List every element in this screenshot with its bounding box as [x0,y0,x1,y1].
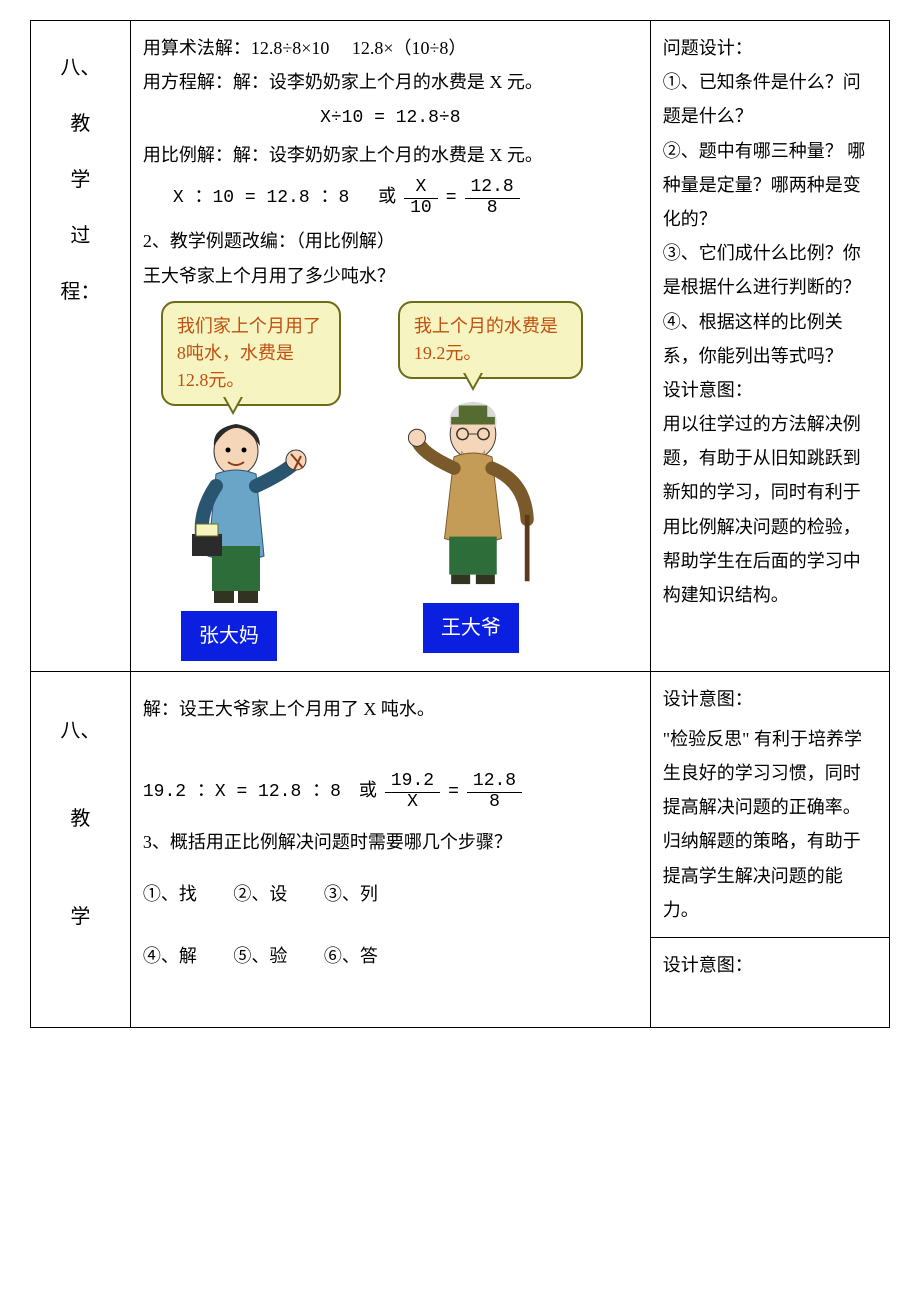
bubble-tail [223,393,243,411]
numerator: 12.8 [467,772,522,793]
equals: = [448,775,459,809]
label-char: 学 [43,161,118,199]
equation-line: X ：10 = 12.8 ：8 或 X 10 = 12.8 8 [143,178,638,219]
content-cell: 用算术法解：12.8÷8×10 12.8×（10÷8） 用方程解：解：设李奶奶家… [130,21,650,672]
step: ④、解 [143,939,197,973]
section-label-cell: 八、 教 学 [31,671,131,1027]
illustration-scene: 我们家上个月用了8吨水，水费是12.8元。 我上个月的水费是19.2元。 [143,301,623,661]
equation: X÷10 = 12.8÷8 [143,101,638,135]
ratio-text: X ：10 = 12.8 ：8 或 [173,181,396,215]
notes-heading: 设计意图： [663,682,877,716]
denominator: 10 [404,199,438,219]
notes-line: ②、题中有哪三种量？ 哪种量是定量？哪两种是变化的？ [663,134,877,237]
notes-heading: 问题设计： [663,31,877,65]
notes-line: ①、已知条件是什么？问题是什么？ [663,65,877,133]
text-line: 用算术法解：12.8÷8×10 12.8×（10÷8） [143,31,638,65]
denominator: X [385,793,440,813]
speech-bubble: 我们家上个月用了8吨水，水费是12.8元。 [161,301,341,406]
step: ⑤、验 [233,939,287,973]
text-line: 2、教学例题改编：（用比例解） [143,224,638,258]
fraction: 12.8 8 [465,178,520,219]
person-wang-icon [403,396,543,597]
person-zhang-icon [173,416,313,617]
speech-bubble: 我上个月的水费是19.2元。 [398,301,583,379]
bubble-tail [463,369,483,387]
label-char: 程： [43,273,118,311]
fraction: 12.8 8 [467,772,522,813]
fraction: 19.2 X [385,772,440,813]
step: ①、找 [143,877,197,911]
label-char: 教 [43,105,118,143]
notes-line: ③、它们成什么比例？你是根据什么进行判断的？ [663,236,877,304]
step: ⑥、答 [324,939,378,973]
step: ②、设 [233,877,287,911]
table-row: 八、 教 学 解：设王大爷家上个月用了 X 吨水。 19.2 ：X = 12.8… [31,671,890,937]
denominator: 8 [465,199,520,219]
lesson-table: 八、 教 学 过 程： 用算术法解：12.8÷8×10 12.8×（10÷8） … [30,20,890,1028]
label-char: 八、 [43,49,118,87]
fraction: X 10 [404,178,438,219]
label-char: 过 [43,217,118,255]
text-line: 解：设王大爷家上个月用了 X 吨水。 [143,692,638,726]
text-line: 王大爷家上个月用了多少吨水？ [143,259,638,293]
label-char: 八、 [43,712,118,750]
text-line: 用比例解：解：设李奶奶家上个月的水费是 X 元。 [143,138,638,172]
notes-cell: 问题设计： ①、已知条件是什么？问题是什么？ ②、题中有哪三种量？ 哪种量是定量… [650,21,889,672]
content-cell: 解：设王大爷家上个月用了 X 吨水。 19.2 ：X = 12.8 ：8 或 1… [130,671,650,1027]
name-tag: 张大妈 [181,611,277,661]
step: ③、列 [324,877,378,911]
notes-heading: 设计意图： [663,373,877,407]
equation-line: 19.2 ：X = 12.8 ：8 或 19.2 X = 12.8 8 [143,772,638,813]
notes-heading: 设计意图： [663,948,877,982]
notes-cell: 设计意图： "检验反思" 有利于培养学生良好的学习习惯，同时提高解决问题的正确率… [650,671,889,937]
numerator: 12.8 [465,178,520,199]
text-line: 用方程解：解：设李奶奶家上个月的水费是 X 元。 [143,65,638,99]
text-line: 3、概括用正比例解决问题时需要哪几个步骤？ [143,825,638,859]
steps-row: ①、找 ②、设 ③、列 [143,877,638,911]
steps-row: ④、解 ⑤、验 ⑥、答 [143,939,638,973]
section-label-cell: 八、 教 学 过 程： [31,21,131,672]
ratio-text: 19.2 ：X = 12.8 ：8 或 [143,775,377,809]
notes-line: 用以往学过的方法解决例题，有助于从旧知跳跃到新知的学习，同时有利于用比例解决问题… [663,407,877,612]
notes-line: "检验反思" 有利于培养学生良好的学习习惯，同时提高解决问题的正确率。归纳解题的… [663,722,877,927]
label-char: 学 [43,898,118,936]
name-tag: 王大爷 [423,603,519,653]
table-row: 八、 教 学 过 程： 用算术法解：12.8÷8×10 12.8×（10÷8） … [31,21,890,672]
numerator: 19.2 [385,772,440,793]
numerator: X [404,178,438,199]
label-char: 教 [43,800,118,838]
notes-line: ④、根据这样的比例关系，你能列出等式吗？ [663,305,877,373]
denominator: 8 [467,793,522,813]
notes-cell: 设计意图： [650,938,889,1028]
equals: = [446,181,457,215]
